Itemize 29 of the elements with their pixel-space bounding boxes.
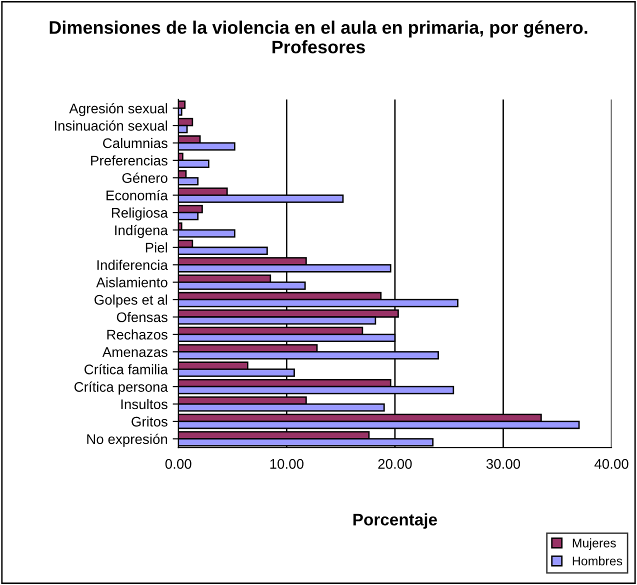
y-tick-label: Crítica familia: [84, 364, 168, 374]
x-tick-label: 0.00: [165, 459, 192, 469]
y-tick-label: No expresión: [87, 434, 168, 447]
y-tick-label: Religiosa: [112, 208, 168, 220]
y-tick-label: Calumnias: [103, 138, 168, 148]
chart-title: Dimensiones de la violencia en el aula en primaria, por género. Profesores: [50, 20, 588, 54]
y-tick-label: Crítica persona: [74, 382, 168, 395]
y-tick-label: Insinuación sexual: [54, 120, 168, 131]
y-tick-label: Economía: [106, 190, 168, 200]
y-tick-label: Agresión sexual: [69, 103, 168, 116]
x-tick-label: 40.00: [594, 459, 628, 469]
x-axis-title: Porcentaje: [353, 513, 437, 529]
y-tick-label: Ofensas: [116, 312, 168, 322]
y-tick-label: Rechazos: [107, 329, 168, 340]
y-tick-label: Aislamiento: [96, 277, 168, 288]
y-tick-label: Indiferencia: [97, 260, 168, 270]
y-tick-label: Indígena: [115, 224, 168, 238]
y-tick-label: Amenazas: [102, 347, 168, 357]
y-tick-label: Preferencias: [91, 155, 168, 166]
y-tick-label: Género: [122, 172, 168, 183]
y-tick-label: Insultos: [121, 398, 168, 410]
legend-label: Mujeres: [572, 538, 616, 550]
y-tick-label: Gritos: [132, 416, 168, 427]
x-tick-label: 10.00: [270, 459, 304, 469]
x-tick-label: 20.00: [378, 459, 412, 469]
legend-label: Hombres: [572, 556, 622, 566]
x-tick-label: 30.00: [486, 459, 520, 469]
y-tick-label: Piel: [146, 242, 168, 253]
y-tick-label: Golpes et al: [94, 294, 168, 308]
